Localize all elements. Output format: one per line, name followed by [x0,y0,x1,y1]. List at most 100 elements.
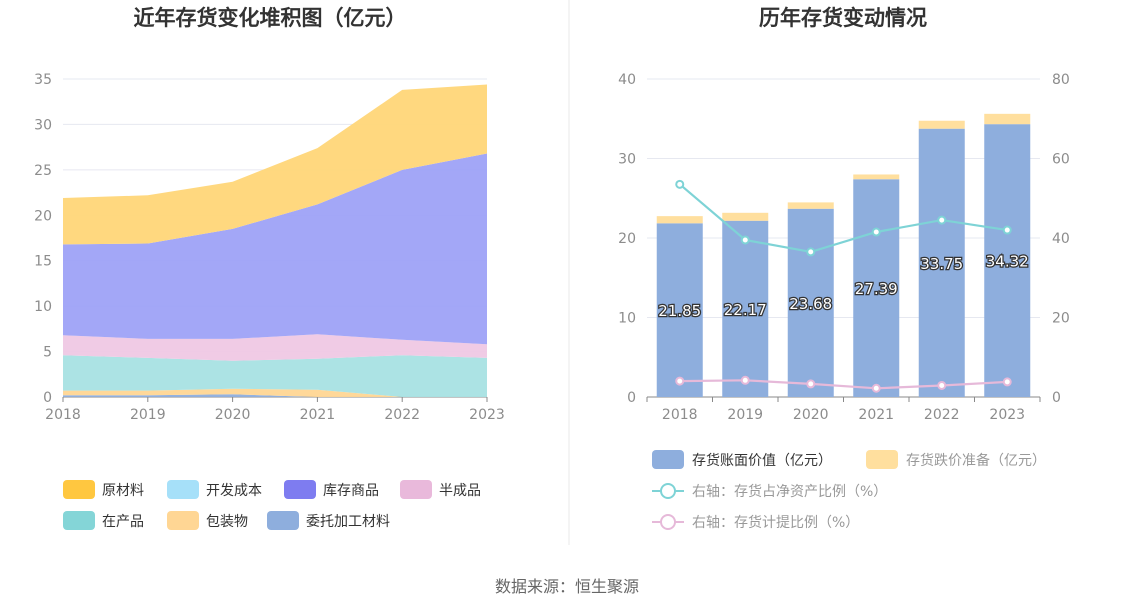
point-provision-ratio [806,379,816,389]
point-net-asset-ratio [937,215,947,225]
point-net-asset-ratio [740,235,750,245]
legend-swatch [63,511,95,530]
right-grid [647,78,1040,398]
legend-label: 右轴：存货计提比例（%） [692,514,859,531]
bar-value-label: 34.32 [986,253,1029,271]
legend-label: 半成品 [439,483,481,499]
bar-book-value [984,124,1031,397]
area-series-包装物 [63,388,487,397]
left-x-axis: 2018 2019 2020 2021 2022 2023 [45,397,505,423]
left-x-tick-label: 2019 [130,407,166,423]
right-y2-tick-label: 0 [1052,390,1061,406]
legend-swatch [400,480,432,499]
left-chart-title: 近年存货变化堆积图（亿元） [134,6,407,30]
right-y2-tick-label: 60 [1052,152,1070,168]
bar-provision [918,120,965,129]
right-left-y-axis: 0 10 20 30 40 [618,72,636,406]
bar-book-value [918,128,965,397]
right-y2-tick-label: 80 [1052,72,1070,88]
right-x-axis: 2018 2019 2020 2021 2022 2023 [646,397,1041,423]
bar-provision [656,216,703,224]
right-x-tick-label: 2018 [662,407,698,423]
right-y2-tick-label: 20 [1052,311,1070,327]
right-y-tick-label: 20 [618,231,636,247]
line-provision-ratio [679,379,1008,390]
bar-book-value [656,223,703,397]
right-x-tick-label: 2021 [858,407,894,423]
left-x-tick-label: 2018 [45,407,81,423]
bar-book-value [853,179,900,397]
bar-book-value [722,220,769,397]
left-y-tick-label: 20 [34,208,52,224]
bar-provision [722,212,769,221]
data-source: 数据来源：恒生聚源 [495,577,639,596]
area-series-原材料 [63,84,487,245]
right-bars [656,113,1031,397]
left-y-tick-label: 25 [34,163,52,179]
area-series-在产品 [63,355,487,397]
legend-label: 委托加工材料 [306,514,390,530]
legend-label: 开发成本 [206,483,262,499]
legend-swatch [866,450,898,469]
bar-book-value [787,208,834,397]
legend-label: 存货跌价准备（亿元） [906,452,1046,469]
right-y-tick-label: 0 [627,390,636,406]
left-y-tick-label: 35 [34,72,52,88]
legend-label: 右轴：存货占净资产比例（%） [692,483,887,500]
legend-swatch [63,480,95,499]
left-y-tick-label: 10 [34,299,52,315]
right-y-tick-label: 40 [618,72,636,88]
legend-label: 在产品 [102,514,144,530]
left-areas [63,84,487,397]
left-y-tick-label: 5 [43,345,52,361]
bar-value-label: 27.39 [855,280,898,298]
area-series-半成品 [63,334,487,361]
right-x-tick-label: 2019 [727,407,763,423]
left-x-tick-label: 2023 [469,407,505,423]
legend-swatch [267,511,299,530]
point-net-asset-ratio [1002,225,1012,235]
point-net-asset-ratio [675,179,685,189]
point-provision-ratio [937,380,947,390]
right-y2-tick-label: 40 [1052,231,1070,247]
bar-provision [787,202,834,209]
right-y-tick-label: 30 [618,152,636,168]
left-y-tick-label: 0 [43,390,52,406]
right-lines [675,179,1012,393]
right-x-tick-label: 2023 [989,407,1025,423]
right-chart-title: 历年存货变动情况 [759,6,927,30]
bar-value-label: 21.85 [658,302,701,320]
right-right-y-axis: 0 20 40 60 80 [1052,72,1070,406]
area-series-库存商品 [63,153,487,345]
bar-provision [984,113,1031,125]
legend-swatch [167,511,199,530]
bar-provision [853,174,900,180]
legend-label: 库存商品 [323,483,379,499]
right-x-tick-label: 2022 [924,407,960,423]
left-x-tick-label: 2022 [384,407,420,423]
legend-swatch [284,480,316,499]
left-x-tick-label: 2021 [300,407,336,423]
bar-value-label: 33.75 [920,255,963,273]
bar-value-label: 22.17 [724,301,767,319]
legend-label: 原材料 [102,483,144,499]
point-net-asset-ratio [806,247,816,257]
right-legend: 存货账面价值（亿元） 存货跌价准备（亿元） 右轴：存货占净资产比例（%） 右轴：存货计… [652,450,1046,531]
left-y-tick-label: 15 [34,254,52,270]
right-y-tick-label: 10 [618,311,636,327]
point-net-asset-ratio [871,227,881,237]
legend-marker [660,483,676,499]
line-net-asset-ratio [679,183,1008,254]
left-y-axis: 0 5 10 15 20 25 30 35 [34,72,52,406]
left-y-tick-label: 30 [34,117,52,133]
legend-label: 存货账面价值（亿元） [692,452,832,469]
legend-label: 包装物 [206,514,248,530]
point-provision-ratio [871,383,881,393]
legend-swatch [167,480,199,499]
point-provision-ratio [1002,377,1012,387]
point-provision-ratio [740,375,750,385]
